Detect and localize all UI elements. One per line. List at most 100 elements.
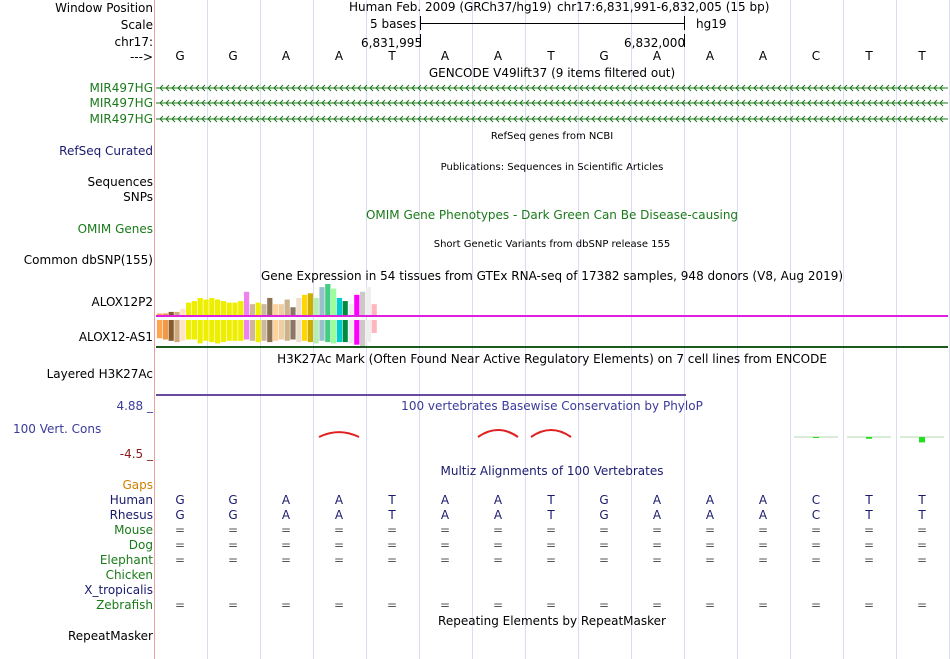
gtex-bar-alox12p2[interactable] <box>238 301 244 315</box>
h3k27ac-label[interactable]: Layered H3K27Ac <box>46 367 153 381</box>
gtex-track-title[interactable]: Gene Expression in 54 tissues from GTEx … <box>260 269 844 283</box>
gencode-gene-lines[interactable] <box>0 0 950 130</box>
refseq-track-title[interactable]: RefSeq genes from NCBI <box>490 131 614 142</box>
gtex-bar-alox12-as1[interactable] <box>290 320 296 340</box>
gtex-bar-alox12p2[interactable] <box>255 302 261 315</box>
phylop-conservation-plot[interactable] <box>0 0 950 460</box>
species-label-chicken[interactable]: Chicken <box>105 568 153 582</box>
species-label-mouse[interactable]: Mouse <box>114 523 153 537</box>
phylop-negative-bar[interactable] <box>813 437 819 438</box>
gtex-bar-alox12p2[interactable] <box>336 297 342 315</box>
gencode-gene-label-2[interactable]: MIR497HG <box>89 96 153 110</box>
gtex-bar-alox12p2[interactable] <box>197 297 203 315</box>
phylop-peak[interactable] <box>530 429 572 438</box>
phylop-peak[interactable] <box>477 429 519 438</box>
gtex-bar-alox12-as1[interactable] <box>267 320 273 343</box>
gtex-bar-alox12-as1[interactable] <box>336 320 342 343</box>
gencode-gene-label-3[interactable]: MIR497HG <box>89 112 153 126</box>
phylop-track-title[interactable]: 100 vertebrates Basewise Conservation by… <box>401 399 703 413</box>
gtex-bar-alox12p2[interactable] <box>220 301 226 315</box>
gtex-bar-alox12-as1[interactable] <box>220 320 226 343</box>
gtex-bar-alox12p2[interactable] <box>278 304 284 315</box>
species-label-rhesus[interactable]: Rhesus <box>109 508 153 522</box>
gtex-bar-alox12-as1[interactable] <box>348 320 354 344</box>
gtex-bar-alox12-as1[interactable] <box>354 320 360 345</box>
gtex-bar-alox12p2[interactable] <box>157 313 163 315</box>
gtex-bar-alox12p2[interactable] <box>302 294 308 315</box>
gtex-bar-alox12p2[interactable] <box>290 307 296 315</box>
phylop-negative-bar[interactable] <box>919 437 925 443</box>
gtex-bar-alox12p2[interactable] <box>168 311 174 315</box>
gtex-bar-alox12p2[interactable] <box>284 299 290 316</box>
phylop-label[interactable]: 100 Vert. Cons <box>13 422 102 436</box>
species-label-zebrafish[interactable]: Zebrafish <box>96 598 153 612</box>
gtex-bar-alox12p2[interactable] <box>371 304 377 315</box>
gtex-bar-alox12p2[interactable] <box>348 304 354 315</box>
gtex-bar-alox12-as1[interactable] <box>313 320 319 344</box>
gtex-bar-alox12-as1[interactable] <box>162 320 168 340</box>
omim-track-title[interactable]: OMIM Gene Phenotypes - Dark Green Can Be… <box>365 208 739 222</box>
gtex-bar-alox12p2[interactable] <box>319 287 325 315</box>
species-label-x_tropicalis[interactable]: X_tropicalis <box>84 583 153 597</box>
gtex-bar-alox12p2[interactable] <box>273 304 279 315</box>
gtex-bar-alox12p2[interactable] <box>249 304 255 315</box>
gtex-bar-alox12p2[interactable] <box>296 297 302 315</box>
gtex-bar-alox12p2[interactable] <box>313 297 319 315</box>
dbsnp-track-title[interactable]: Short Genetic Variants from dbSNP releas… <box>433 239 671 250</box>
gtex-bar-alox12-as1[interactable] <box>238 320 244 341</box>
gtex-bar-alox12-as1[interactable] <box>168 320 174 341</box>
pubs-track-title[interactable]: Publications: Sequences in Scientific Ar… <box>440 162 664 173</box>
species-label-dog[interactable]: Dog <box>128 538 153 552</box>
gencode-gene-label-1[interactable]: MIR497HG <box>89 81 153 95</box>
gtex-bar-alox12p2[interactable] <box>162 313 168 315</box>
multiz-track-title[interactable]: Multiz Alignments of 100 Vertebrates <box>440 464 664 478</box>
gtex-bar-alox12-as1[interactable] <box>307 320 313 343</box>
gtex-bar-alox12-as1[interactable] <box>284 320 290 341</box>
gtex-gene-label-1[interactable]: ALOX12P2 <box>91 295 153 309</box>
phylop-peak[interactable] <box>318 431 360 438</box>
gtex-bar-alox12-as1[interactable] <box>180 320 186 341</box>
refseq-label[interactable]: RefSeq Curated <box>59 144 153 158</box>
gtex-bar-alox12p2[interactable] <box>174 311 180 315</box>
repeatmasker-track-title[interactable]: Repeating Elements by RepeatMasker <box>438 614 666 628</box>
gtex-bar-alox12p2[interactable] <box>244 291 250 315</box>
gtex-bar-alox12-as1[interactable] <box>331 320 337 344</box>
gtex-bar-alox12p2[interactable] <box>215 299 221 316</box>
gtex-bar-alox12-as1[interactable] <box>215 320 221 344</box>
gtex-bar-alox12p2[interactable] <box>325 284 331 315</box>
gtex-bar-alox12-as1[interactable] <box>226 320 232 341</box>
repeatmasker-label[interactable]: RepeatMasker <box>67 629 153 643</box>
gtex-bar-alox12-as1[interactable] <box>191 320 197 340</box>
snps-label[interactable]: SNPs <box>123 190 153 204</box>
gtex-bar-alox12p2[interactable] <box>267 297 273 315</box>
gtex-bar-alox12-as1[interactable] <box>244 320 250 340</box>
gtex-bar-alox12-as1[interactable] <box>157 320 163 339</box>
omim-label[interactable]: OMIM Genes <box>77 222 153 236</box>
gtex-bar-alox12-as1[interactable] <box>365 320 371 343</box>
gtex-bar-alox12-as1[interactable] <box>261 320 267 341</box>
gtex-bar-alox12p2[interactable] <box>191 301 197 315</box>
gtex-bar-alox12-as1[interactable] <box>209 320 215 343</box>
gtex-bar-alox12p2[interactable] <box>307 293 313 315</box>
gaps-label[interactable]: Gaps <box>122 478 153 492</box>
gtex-bar-alox12p2[interactable] <box>365 287 371 315</box>
gtex-bar-alox12p2[interactable] <box>226 302 232 315</box>
gtex-bar-alox12-as1[interactable] <box>296 320 302 343</box>
gtex-bar-alox12p2[interactable] <box>232 302 238 315</box>
gtex-bar-alox12p2[interactable] <box>354 294 360 315</box>
gtex-bar-alox12p2[interactable] <box>261 304 267 315</box>
gtex-bar-alox12-as1[interactable] <box>371 320 377 333</box>
gtex-bar-alox12-as1[interactable] <box>197 320 203 344</box>
gtex-bar-alox12p2[interactable] <box>360 291 366 315</box>
gtex-bar-alox12-as1[interactable] <box>255 320 261 343</box>
species-label-human[interactable]: Human <box>109 493 153 507</box>
gtex-bar-alox12-as1[interactable] <box>342 320 348 343</box>
h3k27ac-track-title[interactable]: H3K27Ac Mark (Often Found Near Active Re… <box>277 352 827 366</box>
gtex-bar-alox12-as1[interactable] <box>325 320 331 343</box>
gtex-bar-alox12p2[interactable] <box>186 302 192 315</box>
gtex-bar-alox12-as1[interactable] <box>360 320 366 346</box>
gtex-bar-alox12-as1[interactable] <box>186 320 192 340</box>
gtex-bar-alox12-as1[interactable] <box>203 320 209 341</box>
gtex-bar-alox12-as1[interactable] <box>319 320 325 341</box>
gtex-bar-alox12-as1[interactable] <box>302 320 308 341</box>
